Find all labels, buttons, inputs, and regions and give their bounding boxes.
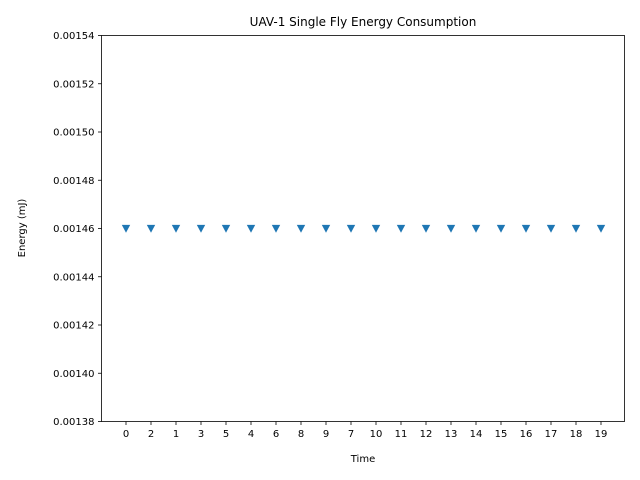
- data-point-triangle-down: [421, 224, 431, 233]
- x-tick-label: 7: [348, 429, 354, 440]
- y-tick-label: 0.00140: [53, 369, 94, 380]
- x-tick-label: 17: [545, 429, 558, 440]
- data-point-triangle-down: [446, 224, 456, 233]
- x-tick-label: 10: [370, 429, 383, 440]
- y-tick-label: 0.00138: [53, 417, 94, 428]
- y-tick-label: 0.00146: [53, 224, 94, 235]
- data-points: [121, 224, 606, 233]
- x-tick-label: 1: [173, 429, 179, 440]
- data-point-triangle-down: [196, 224, 206, 233]
- data-point-triangle-down: [521, 224, 531, 233]
- data-point-triangle-down: [346, 224, 356, 233]
- x-tick-label: 0: [123, 429, 129, 440]
- y-tick-label: 0.00154: [53, 31, 94, 42]
- data-point-triangle-down: [496, 224, 506, 233]
- x-axis: 0 2 1 3 5 4 6 8 9 7 10 11 12 13 14 15 16 17 18 19: [123, 421, 608, 440]
- data-point-triangle-down: [271, 224, 281, 233]
- x-tick-label: 19: [595, 429, 608, 440]
- data-point-triangle-down: [321, 224, 331, 233]
- data-point-triangle-down: [571, 224, 581, 233]
- x-tick-label: 4: [248, 429, 254, 440]
- y-axis-label: Energy (mJ): [17, 199, 28, 258]
- x-tick-label: 6: [273, 429, 279, 440]
- y-tick-label: 0.00148: [53, 176, 94, 187]
- x-tick-label: 5: [223, 429, 229, 440]
- data-point-triangle-down: [121, 224, 131, 233]
- x-tick-label: 9: [323, 429, 329, 440]
- plot-area-frame: [101, 35, 625, 422]
- data-point-triangle-down: [596, 224, 606, 233]
- x-tick-label: 8: [298, 429, 304, 440]
- x-tick-label: 14: [470, 429, 483, 440]
- data-point-triangle-down: [146, 224, 156, 233]
- x-axis-label: Time: [350, 454, 375, 465]
- x-tick-label: 11: [395, 429, 408, 440]
- data-point-triangle-down: [471, 224, 481, 233]
- data-point-triangle-down: [221, 224, 231, 233]
- x-tick-label: 18: [570, 429, 583, 440]
- chart-title: UAV-1 Single Fly Energy Consumption: [250, 15, 477, 29]
- y-axis: 0.00138 0.00140 0.00142 0.00144 0.00146 0.001…: [53, 31, 102, 428]
- data-point-triangle-down: [396, 224, 406, 233]
- data-point-triangle-down: [246, 224, 256, 233]
- x-tick-label: 13: [445, 429, 458, 440]
- y-tick-label: 0.00150: [53, 128, 94, 139]
- x-tick-label: 3: [198, 429, 204, 440]
- x-tick-label: 2: [148, 429, 154, 440]
- x-tick-label: 15: [495, 429, 508, 440]
- data-point-triangle-down: [171, 224, 181, 233]
- data-point-triangle-down: [546, 224, 556, 233]
- data-point-triangle-down: [371, 224, 381, 233]
- x-tick-label: 16: [520, 429, 533, 440]
- x-tick-label: 12: [420, 429, 433, 440]
- y-tick-label: 0.00144: [53, 272, 94, 283]
- y-tick-label: 0.00152: [53, 79, 94, 90]
- y-tick-label: 0.00142: [53, 321, 94, 332]
- data-point-triangle-down: [296, 224, 306, 233]
